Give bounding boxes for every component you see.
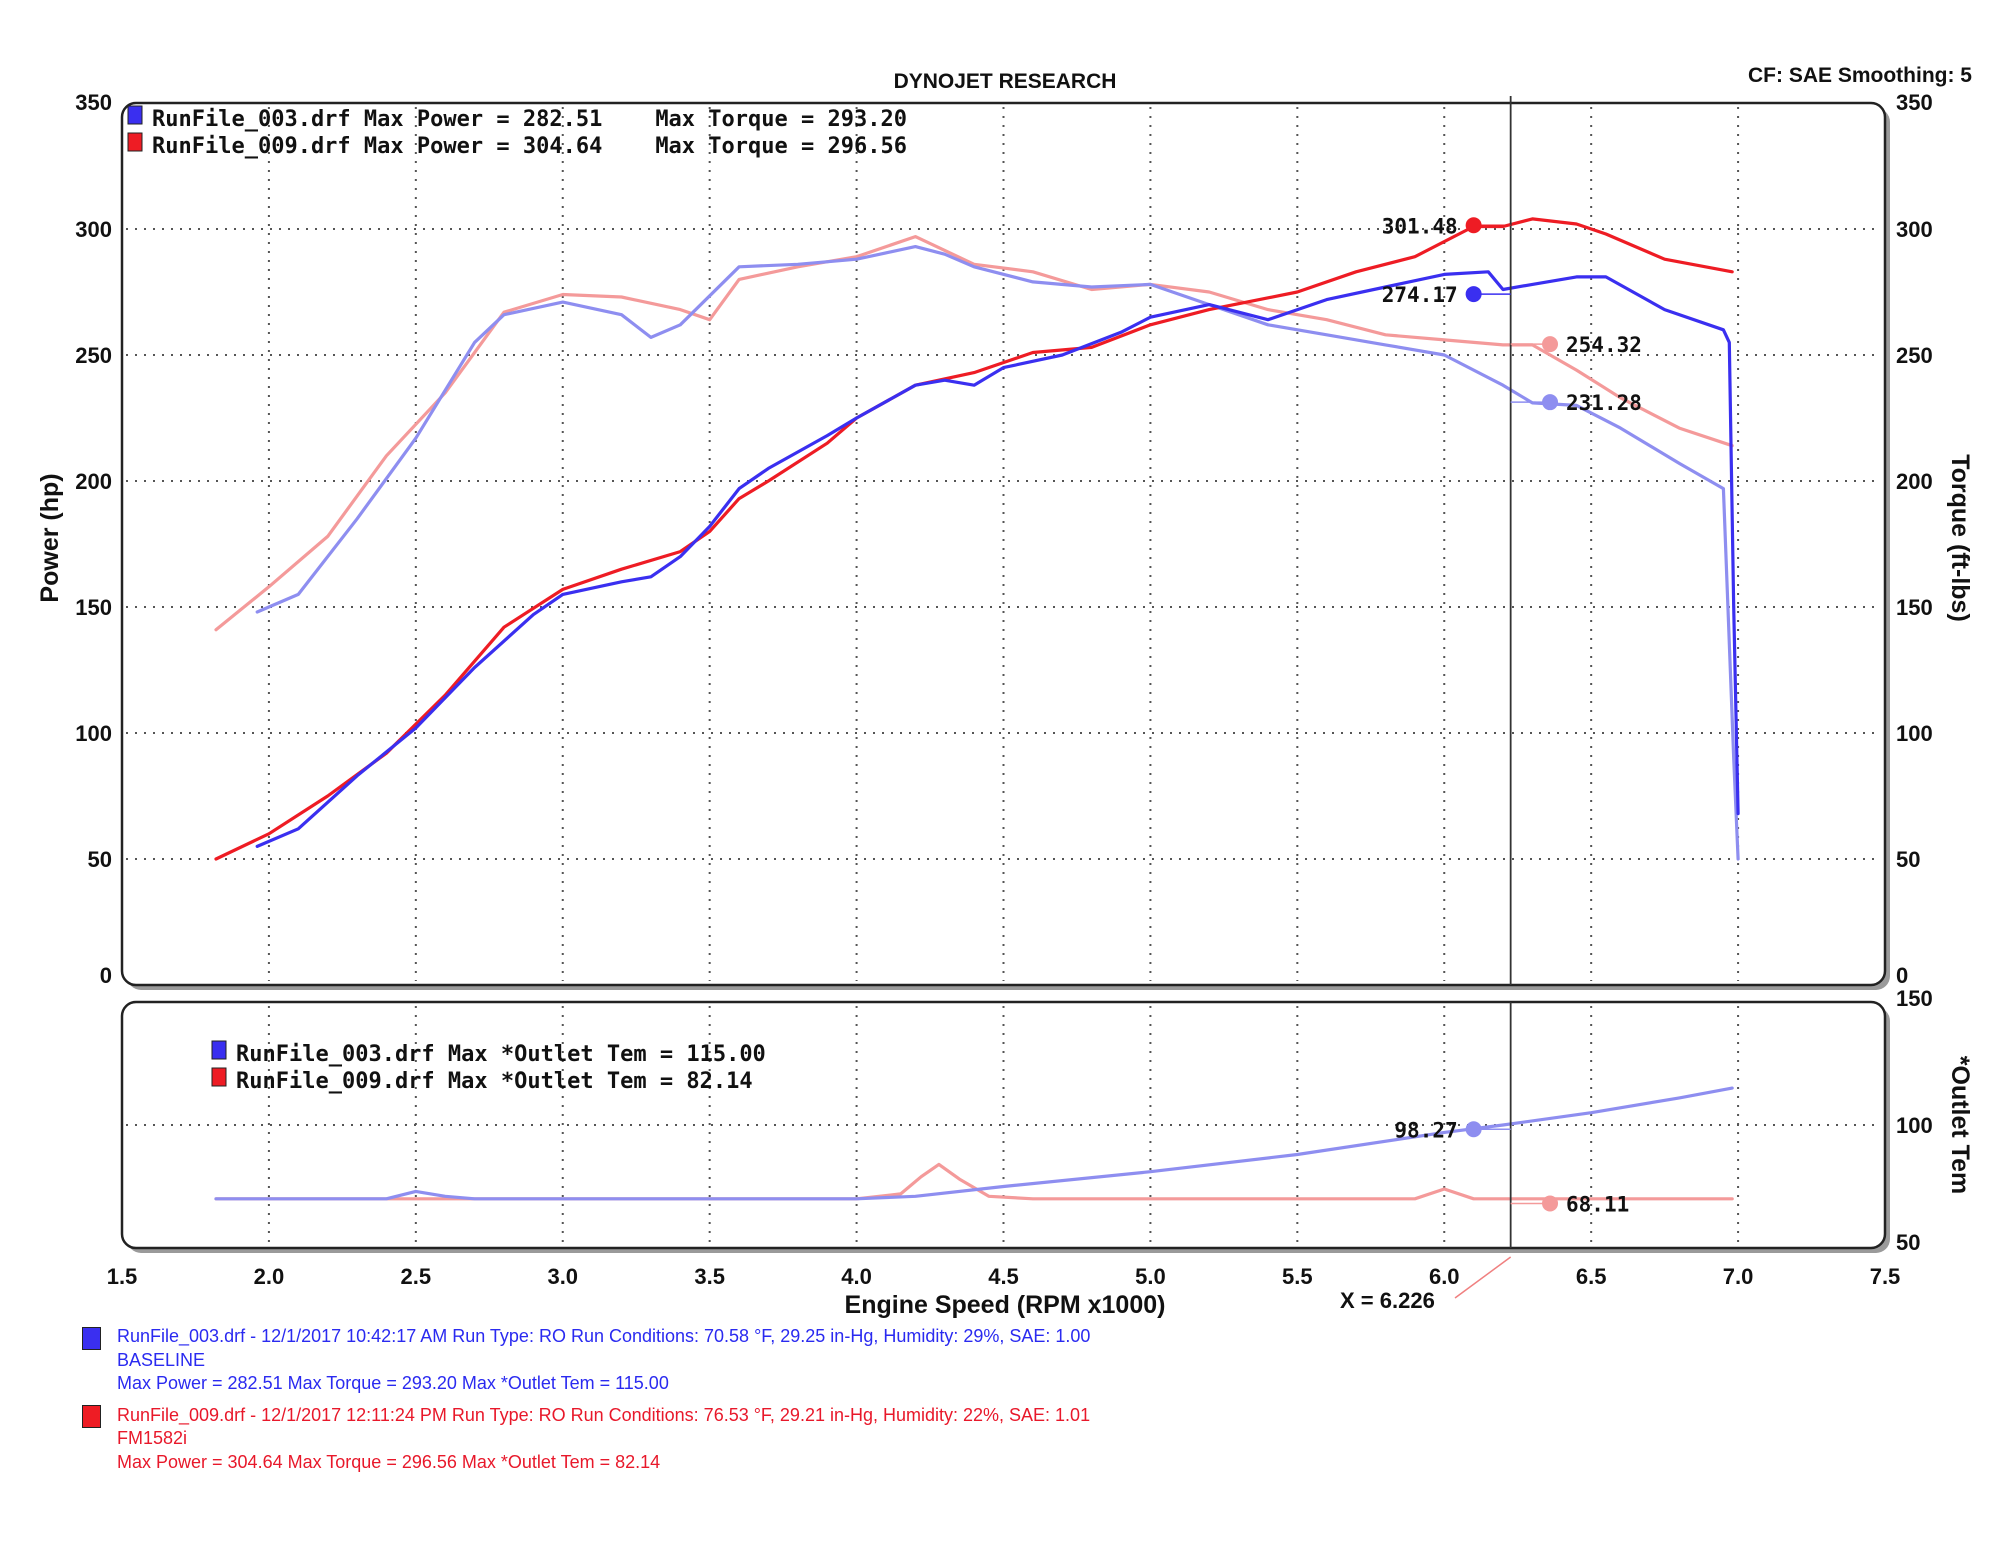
- y-tick-label-right: 350: [1896, 90, 1933, 115]
- marker-layer: 301.48 274.17 254.32 231.28 98.27 68.11: [1382, 214, 1642, 1216]
- temp-legend-entry-run003: RunFile_003.drf Max *Outlet Tem = 115.00: [236, 1042, 766, 1067]
- footer-swatch-run003: [82, 1327, 101, 1350]
- temp-legend-entry-run009: RunFile_009.drf Max *Outlet Tem = 82.14: [236, 1069, 753, 1094]
- temp-y-tick-label: 100: [1896, 1113, 1933, 1138]
- x-tick-label: 4.5: [988, 1264, 1019, 1289]
- y-axis-title-outlet-temp: *Outlet Tem: [1946, 1056, 1974, 1194]
- marker-value-label: 98.27: [1394, 1118, 1457, 1142]
- y-tick-label-right: 0: [1896, 963, 1908, 988]
- temp-legend-swatch-run003: [211, 1040, 227, 1060]
- marker-value-label: 231.28: [1566, 391, 1642, 415]
- footer-run003-name: BASELINE: [117, 1350, 206, 1370]
- temp-legend-swatch-run009: [211, 1067, 227, 1087]
- cursor-value-label: X = 6.226: [1340, 1288, 1435, 1313]
- marker-dot: [1542, 1195, 1559, 1212]
- y-axis-title-torque: Torque (ft-lbs): [1946, 454, 1974, 622]
- x-tick-label: 7.5: [1870, 1264, 1901, 1289]
- footer-run009-details: RunFile_009.drf - 12/1/2017 12:11:24 PM …: [117, 1405, 1091, 1425]
- x-axis-title: Engine Speed (RPM x1000): [845, 1291, 1166, 1319]
- y-tick-label-left: 150: [75, 595, 112, 620]
- legend-swatch-run009: [127, 132, 143, 152]
- series-run009-torque: [214, 235, 1734, 632]
- y-tick-label-right: 100: [1896, 721, 1933, 746]
- temp-legend: RunFile_003.drf Max *Outlet Tem = 115.00…: [211, 1040, 766, 1094]
- x-tick-label: 6.5: [1576, 1264, 1607, 1289]
- y-tick-label-left: 100: [75, 721, 112, 746]
- y-axis-title-power: Power (hp): [36, 473, 64, 602]
- y-tick-label-left: 50: [88, 847, 112, 872]
- x-tick-label: 3.0: [547, 1264, 578, 1289]
- chart-title: DYNOJET RESEARCH: [894, 70, 1117, 93]
- y-tick-label-left: 250: [75, 343, 112, 368]
- footer-run009-name: FM1582i: [117, 1428, 188, 1448]
- cursor-layer: X = 6.226: [1340, 96, 1512, 1313]
- marker-dot: [1542, 394, 1559, 411]
- footer-run003-details: RunFile_003.drf - 12/1/2017 10:42:17 AM …: [117, 1326, 1091, 1346]
- x-tick-label: 7.0: [1723, 1264, 1754, 1289]
- footer-run009-max: Max Power = 304.64 Max Torque = 296.56 M…: [117, 1452, 661, 1472]
- main-grid: [126, 107, 1881, 981]
- cursor-leader: [1454, 1256, 1512, 1299]
- x-tick-label: 4.0: [841, 1264, 872, 1289]
- series-run003-outlet-temp: [214, 1086, 1734, 1201]
- marker-dot: [1465, 217, 1482, 234]
- y-tick-label-right: 50: [1896, 847, 1920, 872]
- marker-dot: [1465, 1121, 1482, 1138]
- main-legend: RunFile_003.drf Max Power = 282.51 Max T…: [127, 105, 907, 159]
- x-tick-label: 2.0: [254, 1264, 285, 1289]
- y-tick-label-left: 350: [75, 90, 112, 115]
- main-plot-frame: [120, 101, 1887, 987]
- series-run003-torque: [255, 245, 1740, 861]
- x-tick-label: 5.5: [1282, 1264, 1313, 1289]
- marker-value-label: 274.17: [1382, 283, 1458, 307]
- x-tick-label: 5.0: [1135, 1264, 1166, 1289]
- footer-swatch-run009: [82, 1405, 101, 1428]
- temp-y-tick-label: 150: [1896, 986, 1933, 1011]
- legend-entry-run003: RunFile_003.drf Max Power = 282.51 Max T…: [152, 107, 907, 132]
- marker-dot: [1542, 336, 1559, 353]
- y-tick-label-right: 200: [1896, 469, 1933, 494]
- marker-value-label: 68.11: [1566, 1192, 1629, 1216]
- y-tick-label-left: 200: [75, 469, 112, 494]
- x-tick-label: 1.5: [107, 1264, 138, 1289]
- cf-smoothing-label: CF: SAE Smoothing: 5: [1748, 64, 1972, 87]
- y-tick-label-right: 150: [1896, 595, 1933, 620]
- y-tick-label-right: 300: [1896, 217, 1933, 242]
- x-tick-label: 3.5: [694, 1264, 725, 1289]
- series-run003-power: [255, 270, 1740, 849]
- legend-entry-run009: RunFile_009.drf Max Power = 304.64 Max T…: [152, 134, 907, 159]
- marker-dot: [1465, 286, 1482, 303]
- y-tick-label-left: 300: [75, 217, 112, 242]
- x-tick-label: 2.5: [401, 1264, 432, 1289]
- legend-swatch-run003: [127, 105, 143, 125]
- marker-value-label: 254.32: [1566, 333, 1642, 357]
- ticks-layer: 1.5 2.0 2.5 3.0 3.5 4.0 4.5 5.0 5.5 6.0 6.5 7.0 7.5 0…: [75, 90, 1932, 1289]
- temp-grid: [126, 1006, 1881, 1244]
- x-tick-label: 6.0: [1429, 1264, 1460, 1289]
- marker-value-label: 301.48: [1382, 214, 1458, 238]
- temp-y-tick-label: 50: [1896, 1230, 1920, 1255]
- footer-run003-max: Max Power = 282.51 Max Torque = 293.20 M…: [117, 1373, 669, 1393]
- y-tick-label-left: 0: [100, 963, 112, 988]
- y-tick-label-right: 250: [1896, 343, 1933, 368]
